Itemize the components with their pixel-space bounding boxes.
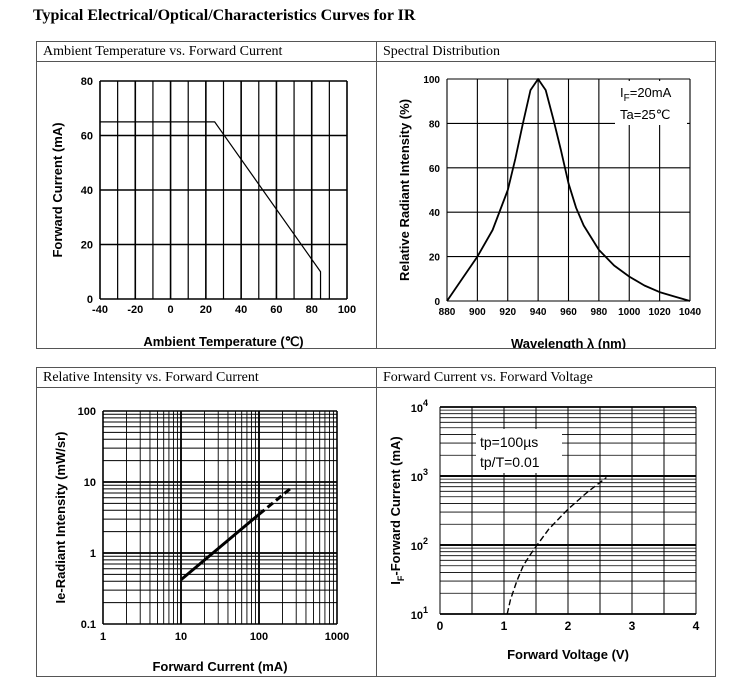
x-tick-label: 1	[100, 631, 106, 643]
x-tick-label: 40	[235, 304, 247, 316]
y-tick-label: 102	[411, 536, 428, 553]
chart-title-temperature: Ambient Temperature vs. Forward Current	[37, 42, 376, 62]
annotation-background	[615, 81, 687, 125]
annotation-duty-cycle: tp/T=0.01	[480, 454, 540, 470]
x-tick-label: 940	[530, 307, 547, 318]
series-line-derating	[100, 121, 322, 299]
panel-spectral-distribution: Spectral Distribution 880 900 920 940 960 980…	[376, 41, 716, 349]
y-tick-label: 80	[429, 119, 441, 130]
x-tick-label: 3	[629, 619, 636, 633]
y-axis-label: Ie-Radiant Intensity (mW/sr)	[53, 432, 68, 604]
y-tick-label: 100	[423, 75, 440, 86]
x-tick-label: 1	[501, 619, 508, 633]
y-tick-label: 20	[429, 253, 441, 264]
chart-title-intensity: Relative Intensity vs. Forward Current	[37, 368, 376, 388]
y-tick-label: 40	[81, 185, 93, 197]
series-line-spectrum	[446, 78, 691, 302]
y-tick-label: 104	[411, 398, 428, 415]
y-tick-label: 0	[434, 297, 440, 308]
panel-temperature-vs-current: Ambient Temperature vs. Forward Current …	[36, 41, 377, 349]
y-tick-label: 40	[429, 208, 441, 219]
x-tick-label: 100	[338, 304, 356, 316]
x-tick-label: 980	[591, 307, 608, 318]
chart-title-voltage: Forward Current vs. Forward Voltage	[377, 368, 715, 388]
y-axis-label: IF-Forward Current (mA)	[388, 436, 406, 585]
y-tick-label: 100	[78, 406, 96, 418]
y-tick-label: 1	[90, 548, 96, 560]
annotation-forward-current: IF=20mA	[620, 85, 672, 104]
x-axis-label: Forward Current (mA)	[152, 659, 287, 674]
chart-temperature-vs-current: -40 -20 0 20 40 60 80 100 0 20 40 60 80 Ambient Tempe…	[50, 76, 356, 349]
x-tick-label: 880	[439, 307, 456, 318]
annotation-temperature: Ta=25℃	[620, 107, 670, 122]
y-tick-label: 10	[84, 477, 96, 489]
series-line-dashed	[258, 487, 291, 516]
x-tick-label: 10	[175, 631, 187, 643]
y-tick-label: 20	[81, 240, 93, 252]
series-line-iv-curve	[506, 476, 607, 615]
y-tick-label: 80	[81, 76, 93, 88]
x-tick-label: 1000	[618, 307, 641, 318]
x-tick-label: 920	[499, 307, 516, 318]
x-tick-label: 80	[306, 304, 318, 316]
x-tick-label: -40	[92, 304, 108, 316]
series-line-solid	[180, 513, 260, 581]
annotation-pulse-width: tp=100µs	[480, 434, 538, 450]
x-tick-label: 4	[693, 619, 700, 633]
y-tick-label: 0	[87, 294, 93, 306]
x-tick-label: 2	[565, 619, 572, 633]
x-tick-label: 1000	[325, 631, 349, 643]
panel-intensity-vs-current: Relative Intensity vs. Forward Current 1…	[36, 367, 377, 677]
y-tick-label: 101	[411, 605, 428, 622]
y-tick-label: 0.1	[81, 619, 96, 631]
y-axis-label: Forward Current (mA)	[50, 122, 65, 257]
y-tick-label: 60	[429, 164, 441, 175]
page-title: Typical Electrical/Optical/Characteristi…	[33, 7, 416, 24]
panel-current-vs-voltage: Forward Current vs. Forward Voltage 0 1 2 3…	[376, 367, 716, 677]
y-axis-label: Relative Radiant Intensity (%)	[397, 99, 412, 281]
x-tick-label: -20	[127, 304, 143, 316]
chart-intensity-vs-current: 1 10 100 1000 0.1 1 10 100 Forward Current (mA) I…	[53, 406, 349, 674]
x-axis-label: Forward Voltage (V)	[507, 647, 629, 662]
x-tick-label: 0	[168, 304, 174, 316]
chart-title-spectral: Spectral Distribution	[377, 42, 715, 62]
annotation-background	[476, 429, 562, 473]
y-tick-label: 60	[81, 131, 93, 143]
x-tick-label: 960	[560, 307, 577, 318]
x-tick-label: 1040	[679, 307, 702, 318]
chart-spectral-distribution: 880 900 920 940 960 980 1000 1020 1040 0 20 40 60 80 1…	[397, 75, 702, 349]
x-tick-label: 900	[469, 307, 486, 318]
x-axis-label: Ambient Temperature (℃)	[143, 334, 303, 349]
x-axis-label: Wavelength λ (nm)	[511, 336, 626, 349]
x-tick-label: 60	[270, 304, 282, 316]
x-tick-label: 0	[437, 619, 444, 633]
x-tick-label: 100	[250, 631, 268, 643]
y-tick-label: 103	[411, 467, 428, 484]
x-tick-label: 20	[200, 304, 212, 316]
chart-current-vs-voltage: 0 1 2 3 4 101 102 103 104 tp=100µs tp/T=0.01 Forwar…	[388, 398, 700, 662]
x-tick-label: 1020	[649, 307, 672, 318]
